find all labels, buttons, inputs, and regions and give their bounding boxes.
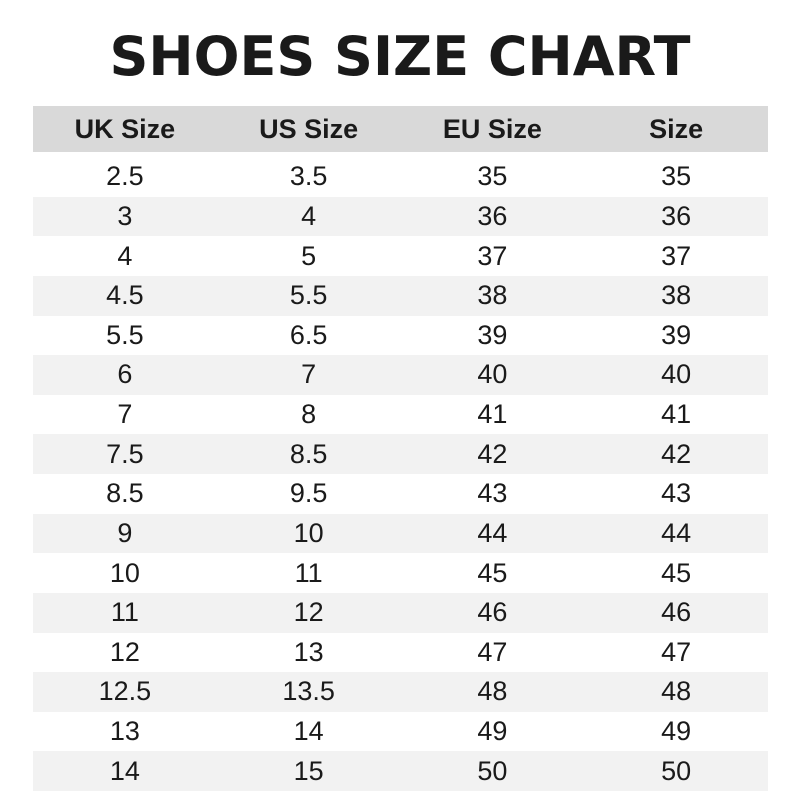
table-cell: 12	[293, 597, 324, 628]
table-cell: 13	[109, 716, 140, 747]
table-cell: 41	[477, 399, 508, 430]
table-cell: 39	[661, 319, 692, 350]
table-cell: 11	[110, 597, 139, 628]
table-cell: 5	[301, 240, 317, 271]
table-cell: 11	[294, 557, 323, 588]
table-row: 2.5 3.5 35 35	[33, 157, 768, 197]
table-row: 13 14 49 49	[33, 712, 768, 752]
table-cell: 7.5	[106, 438, 144, 469]
table-cell: 40	[477, 359, 508, 390]
table-cell: 43	[477, 478, 508, 509]
table-cell: 50	[661, 755, 692, 786]
table-cell: 42	[661, 438, 692, 469]
table-cell: 47	[477, 636, 508, 667]
table-cell: 4	[117, 240, 133, 271]
table-row: 14 15 50 50	[33, 751, 768, 791]
table-row: 6 7 40 40	[33, 355, 768, 395]
table-cell: 35	[477, 161, 508, 192]
table-cell: 9.5	[289, 478, 328, 509]
table-cell: 13.5	[282, 676, 335, 707]
table-cell: 38	[477, 280, 508, 311]
table-cell: 42	[477, 438, 508, 469]
table-row: 4.5 5.5 38 38	[33, 275, 768, 316]
table-row: 7 8 41 41	[33, 395, 768, 435]
size-table: UK Size US Size EU Size Size 2.5 3.5 35 35 3 4 36…	[33, 106, 768, 791]
table-row: 12.5 13.5 48 48	[33, 672, 768, 712]
table-cell: 8.5	[289, 438, 328, 469]
table-row: 10 11 45 45	[33, 553, 768, 593]
table-cell: 36	[661, 200, 692, 231]
table-cell: 35	[661, 161, 692, 192]
column-header: Size	[649, 113, 704, 144]
table-cell: 37	[477, 240, 508, 271]
table-cell: 3.5	[289, 161, 328, 192]
column-header: UK Size	[74, 113, 176, 144]
table-cell: 5.5	[289, 280, 328, 311]
table-cell: 38	[661, 280, 692, 311]
column-header: EU Size	[442, 113, 542, 144]
table-cell: 37	[661, 240, 692, 271]
table-cell: 4	[301, 200, 317, 231]
table-cell: 8	[301, 399, 317, 430]
table-row: 11 12 46 46	[33, 592, 768, 633]
table-cell: 45	[661, 557, 692, 588]
table-cell: 14	[109, 755, 140, 786]
table-cell: 13	[293, 636, 324, 667]
table-cell: 39	[477, 319, 508, 350]
table-row: 12 13 47 47	[33, 633, 768, 673]
table-cell: 14	[293, 716, 324, 747]
table-cell: 48	[661, 676, 692, 707]
table-cell: 48	[477, 676, 508, 707]
table-cell: 36	[477, 200, 508, 231]
table-cell: 7	[117, 399, 133, 430]
table-cell: 44	[477, 517, 508, 548]
table-cell: 6	[117, 359, 133, 390]
table-row: 5.5 6.5 39 39	[33, 316, 768, 356]
table-cell: 7	[301, 359, 317, 390]
chart-title: SHOES SIZE CHART	[109, 25, 691, 88]
table-cell: 12	[109, 636, 140, 667]
table-row: 4 5 37 37	[33, 236, 768, 276]
table-cell: 44	[661, 517, 692, 548]
table-body: 2.5 3.5 35 35 3 4 36 36 4 5 37 37 4.5 5.5 38 38 5.5 6.5 39…	[33, 157, 768, 791]
table-cell: 50	[477, 755, 508, 786]
table-cell: 5.5	[106, 319, 144, 350]
table-row: 7.5 8.5 42 42	[33, 434, 768, 474]
table-row: 3 4 36 36	[33, 196, 768, 237]
table-cell: 4.5	[106, 280, 144, 311]
table-cell: 47	[661, 636, 692, 667]
table-cell: 43	[661, 478, 692, 509]
table-cell: 2.5	[106, 161, 144, 192]
table-cell: 10	[293, 517, 324, 548]
column-header: US Size	[259, 113, 359, 144]
table-cell: 40	[661, 359, 692, 390]
table-cell: 46	[661, 597, 692, 628]
table-cell: 3	[117, 200, 133, 231]
table-cell: 45	[477, 557, 508, 588]
table-cell: 49	[661, 716, 692, 747]
table-cell: 10	[109, 557, 140, 588]
table-cell: 49	[477, 716, 508, 747]
table-cell: 6.5	[289, 319, 328, 350]
table-cell: 8.5	[106, 478, 144, 509]
table-cell: 9	[117, 517, 133, 548]
table-cell: 46	[477, 597, 508, 628]
table-cell: 15	[293, 755, 324, 786]
table-row: 8.5 9.5 43 43	[33, 474, 768, 514]
table-header: UK Size US Size EU Size Size	[33, 106, 768, 152]
table-cell: 41	[661, 399, 692, 430]
table-cell: 12.5	[98, 676, 152, 707]
table-row: 9 10 44 44	[33, 513, 768, 554]
